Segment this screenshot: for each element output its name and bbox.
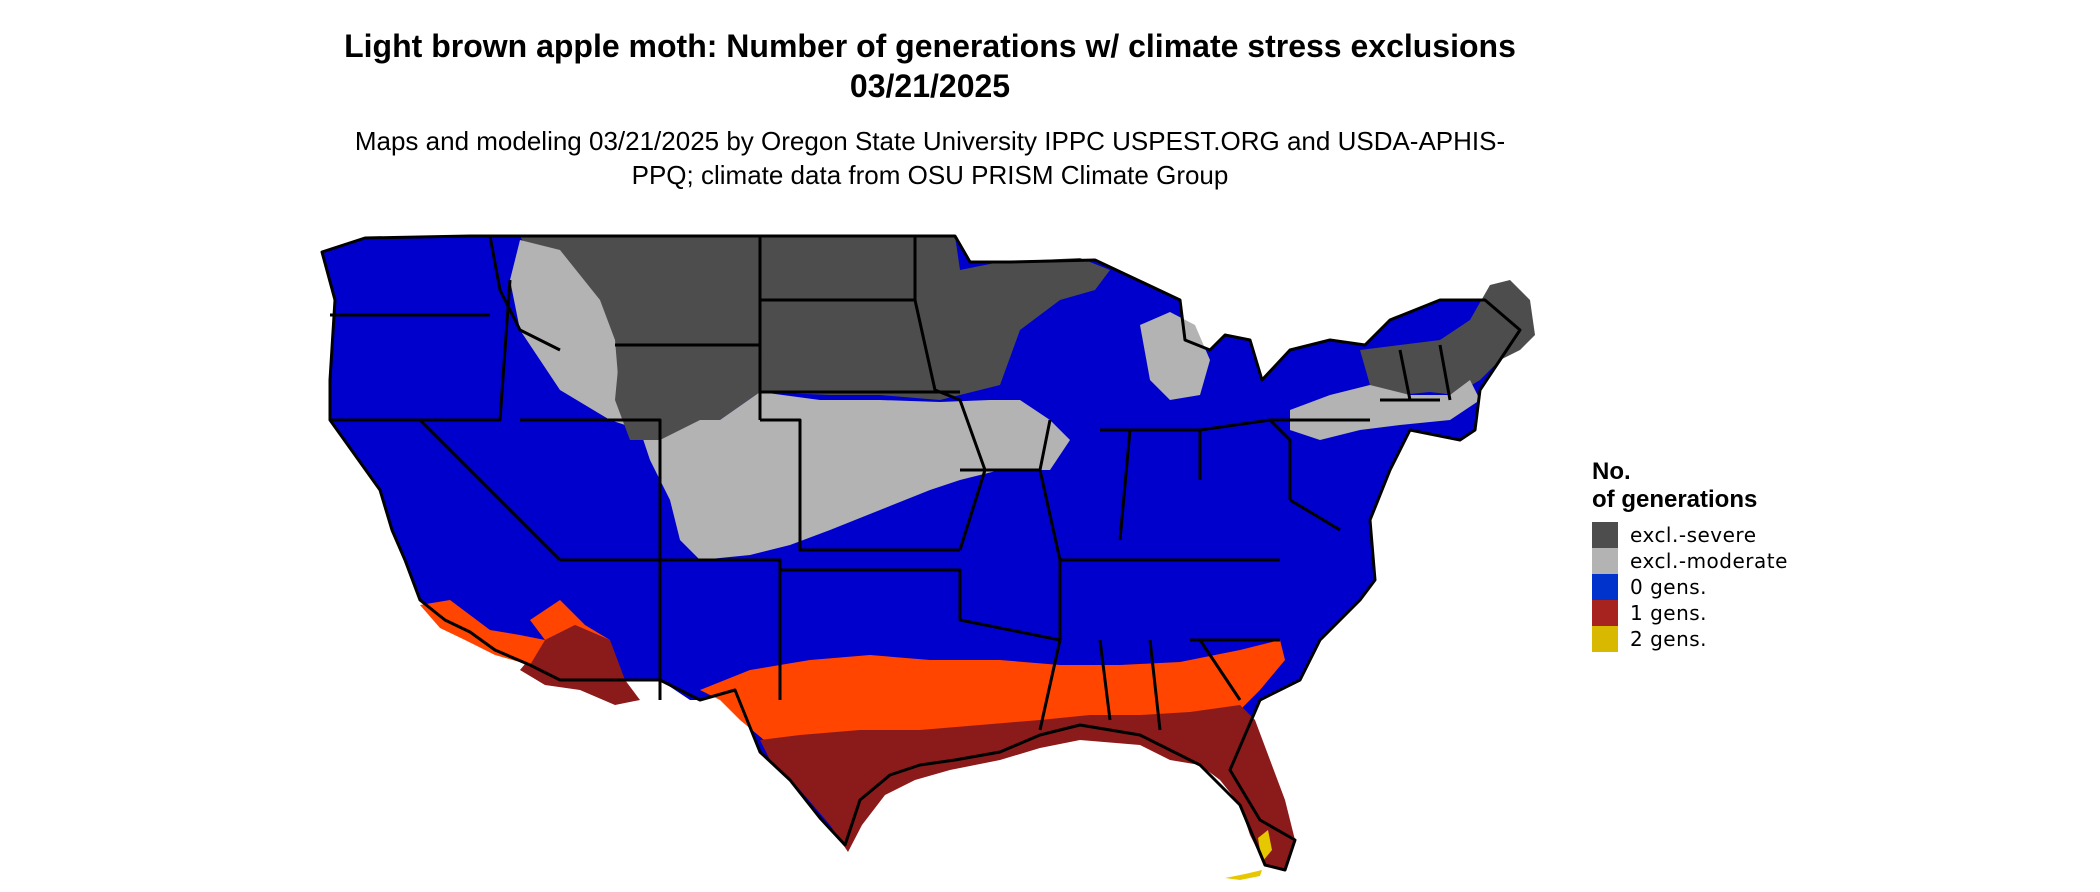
legend: No. of generations excl.-severe excl.-mod… — [1592, 458, 1852, 652]
legend-swatch — [1592, 574, 1618, 600]
legend-items: excl.-severe excl.-moderate 0 gens. 1 gens.… — [1592, 522, 1852, 652]
legend-item: 1 gens. — [1592, 600, 1852, 626]
region-excl-moderate-michigan — [1140, 312, 1210, 400]
legend-item: excl.-severe — [1592, 522, 1852, 548]
map-title: Light brown apple moth: Number of genera… — [344, 28, 1516, 104]
us-map — [310, 220, 1560, 890]
legend-swatch — [1592, 626, 1618, 652]
legend-swatch — [1592, 548, 1618, 574]
legend-title: No. of generations — [1592, 458, 1758, 513]
map-subtitle: Maps and modeling 03/21/2025 by Oregon S… — [354, 126, 1506, 190]
region-excl-moderate-wyoming-pattern — [615, 348, 770, 440]
region-one-gen-dark-arizona — [520, 625, 640, 705]
state-borders — [320, 234, 1522, 872]
region-one-gen-light-arizona — [530, 600, 610, 640]
region-one-gen-light-socal — [420, 600, 545, 665]
region-excl-moderate-west — [510, 240, 1070, 560]
legend-item: excl.-moderate — [1592, 548, 1852, 574]
legend-label: 2 gens. — [1630, 627, 1708, 651]
region-excl-moderate-northeast — [1290, 380, 1480, 440]
legend-swatch — [1592, 600, 1618, 626]
legend-label: 0 gens. — [1630, 575, 1708, 599]
legend-item: 2 gens. — [1592, 626, 1852, 652]
legend-label: excl.-moderate — [1630, 549, 1788, 573]
legend-item: 0 gens. — [1592, 574, 1852, 600]
legend-label: excl.-severe — [1630, 523, 1757, 547]
legend-swatch — [1592, 522, 1618, 548]
us-map-svg — [320, 234, 1535, 880]
region-two-gens-keys — [1225, 870, 1262, 880]
legend-label: 1 gens. — [1630, 601, 1708, 625]
